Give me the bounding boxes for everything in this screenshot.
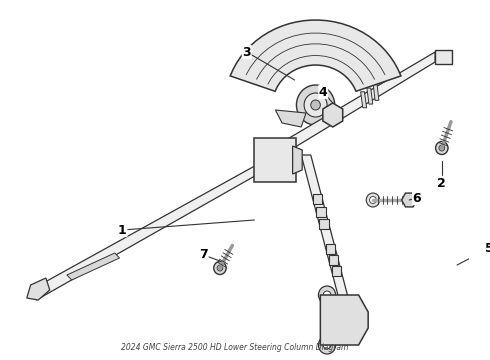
Circle shape [343, 314, 355, 326]
Circle shape [326, 108, 340, 122]
Polygon shape [67, 253, 120, 280]
Polygon shape [275, 110, 306, 127]
Circle shape [288, 158, 292, 162]
Polygon shape [329, 255, 338, 265]
Polygon shape [373, 84, 379, 100]
Circle shape [445, 55, 448, 59]
Text: 5: 5 [485, 242, 490, 255]
Text: 6: 6 [413, 192, 421, 204]
Polygon shape [367, 88, 373, 104]
Polygon shape [402, 193, 417, 207]
Text: 1: 1 [118, 224, 127, 237]
Polygon shape [326, 244, 336, 254]
Circle shape [436, 141, 448, 154]
Circle shape [304, 93, 327, 117]
Polygon shape [293, 146, 302, 174]
Circle shape [405, 196, 413, 204]
Circle shape [318, 336, 336, 354]
Polygon shape [277, 52, 435, 155]
Circle shape [40, 281, 46, 287]
Circle shape [323, 341, 331, 349]
Circle shape [318, 286, 336, 304]
Circle shape [266, 162, 276, 174]
Polygon shape [319, 219, 329, 229]
Circle shape [268, 52, 277, 62]
Circle shape [32, 289, 37, 294]
Text: 3: 3 [243, 45, 251, 59]
Circle shape [268, 149, 273, 154]
Polygon shape [27, 278, 49, 300]
Polygon shape [320, 295, 368, 345]
Polygon shape [313, 194, 322, 204]
Circle shape [369, 197, 376, 203]
Text: 2024 GMC Sierra 2500 HD Lower Steering Column Diagram: 2024 GMC Sierra 2500 HD Lower Steering C… [121, 343, 348, 352]
Polygon shape [435, 50, 452, 64]
Circle shape [323, 291, 331, 299]
Polygon shape [361, 92, 367, 108]
Circle shape [443, 54, 450, 60]
Polygon shape [301, 155, 352, 312]
Text: 2: 2 [438, 176, 446, 189]
Polygon shape [323, 103, 343, 127]
Circle shape [354, 52, 364, 62]
Polygon shape [332, 266, 341, 276]
Polygon shape [230, 20, 401, 91]
Text: 7: 7 [199, 248, 208, 261]
Circle shape [338, 308, 361, 332]
Circle shape [29, 287, 39, 297]
Circle shape [268, 166, 273, 171]
Polygon shape [316, 207, 325, 216]
Circle shape [217, 265, 223, 271]
Circle shape [214, 261, 226, 274]
Circle shape [366, 193, 380, 207]
Circle shape [439, 145, 444, 151]
Circle shape [286, 156, 294, 164]
Circle shape [311, 100, 320, 110]
Polygon shape [254, 138, 296, 182]
Text: 4: 4 [319, 86, 328, 99]
Circle shape [296, 85, 335, 125]
Circle shape [266, 147, 276, 158]
Polygon shape [30, 163, 260, 300]
Circle shape [329, 112, 336, 118]
